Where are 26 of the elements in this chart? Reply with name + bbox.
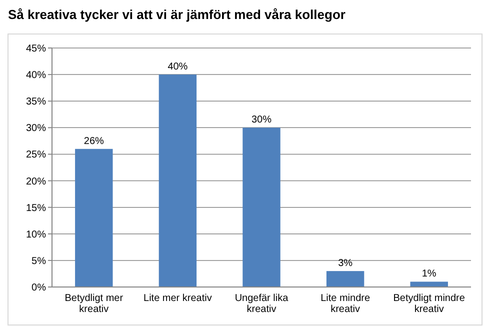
bar <box>242 128 280 287</box>
y-tick-label: 35% <box>26 96 46 108</box>
bar <box>75 148 113 287</box>
x-tick-label: Ungefär lika kreativ <box>234 293 289 315</box>
data-label: 3% <box>338 258 353 270</box>
bar <box>158 74 197 287</box>
bar <box>326 271 364 287</box>
bar <box>410 282 448 287</box>
y-tick-label: 15% <box>26 202 46 214</box>
y-tick-label: 40% <box>26 70 46 82</box>
y-tick-label: 10% <box>26 229 46 240</box>
y-tick-label: 20% <box>26 176 46 188</box>
y-tick-label: 0% <box>32 282 46 294</box>
y-tick-label: 30% <box>26 123 46 134</box>
data-label: 26% <box>84 136 104 147</box>
data-label: 40% <box>168 62 188 73</box>
x-tick-label: Betydligt mindre kreativ <box>393 293 466 315</box>
y-tick-label: 25% <box>26 150 46 161</box>
data-label: 30% <box>251 114 272 126</box>
chart-title: Så kreativa tycker vi att vi är jämfört med våra kollegor <box>8 7 346 22</box>
x-tick-label: Lite mindre kreativ <box>320 293 370 315</box>
y-tick-label: 5% <box>32 256 46 267</box>
data-label: 1% <box>422 268 436 280</box>
x-tick-label: Lite mer kreativ <box>144 293 212 304</box>
y-tick-label: 45% <box>26 44 46 54</box>
x-tick-label: Betydligt mer kreativ <box>64 293 124 315</box>
